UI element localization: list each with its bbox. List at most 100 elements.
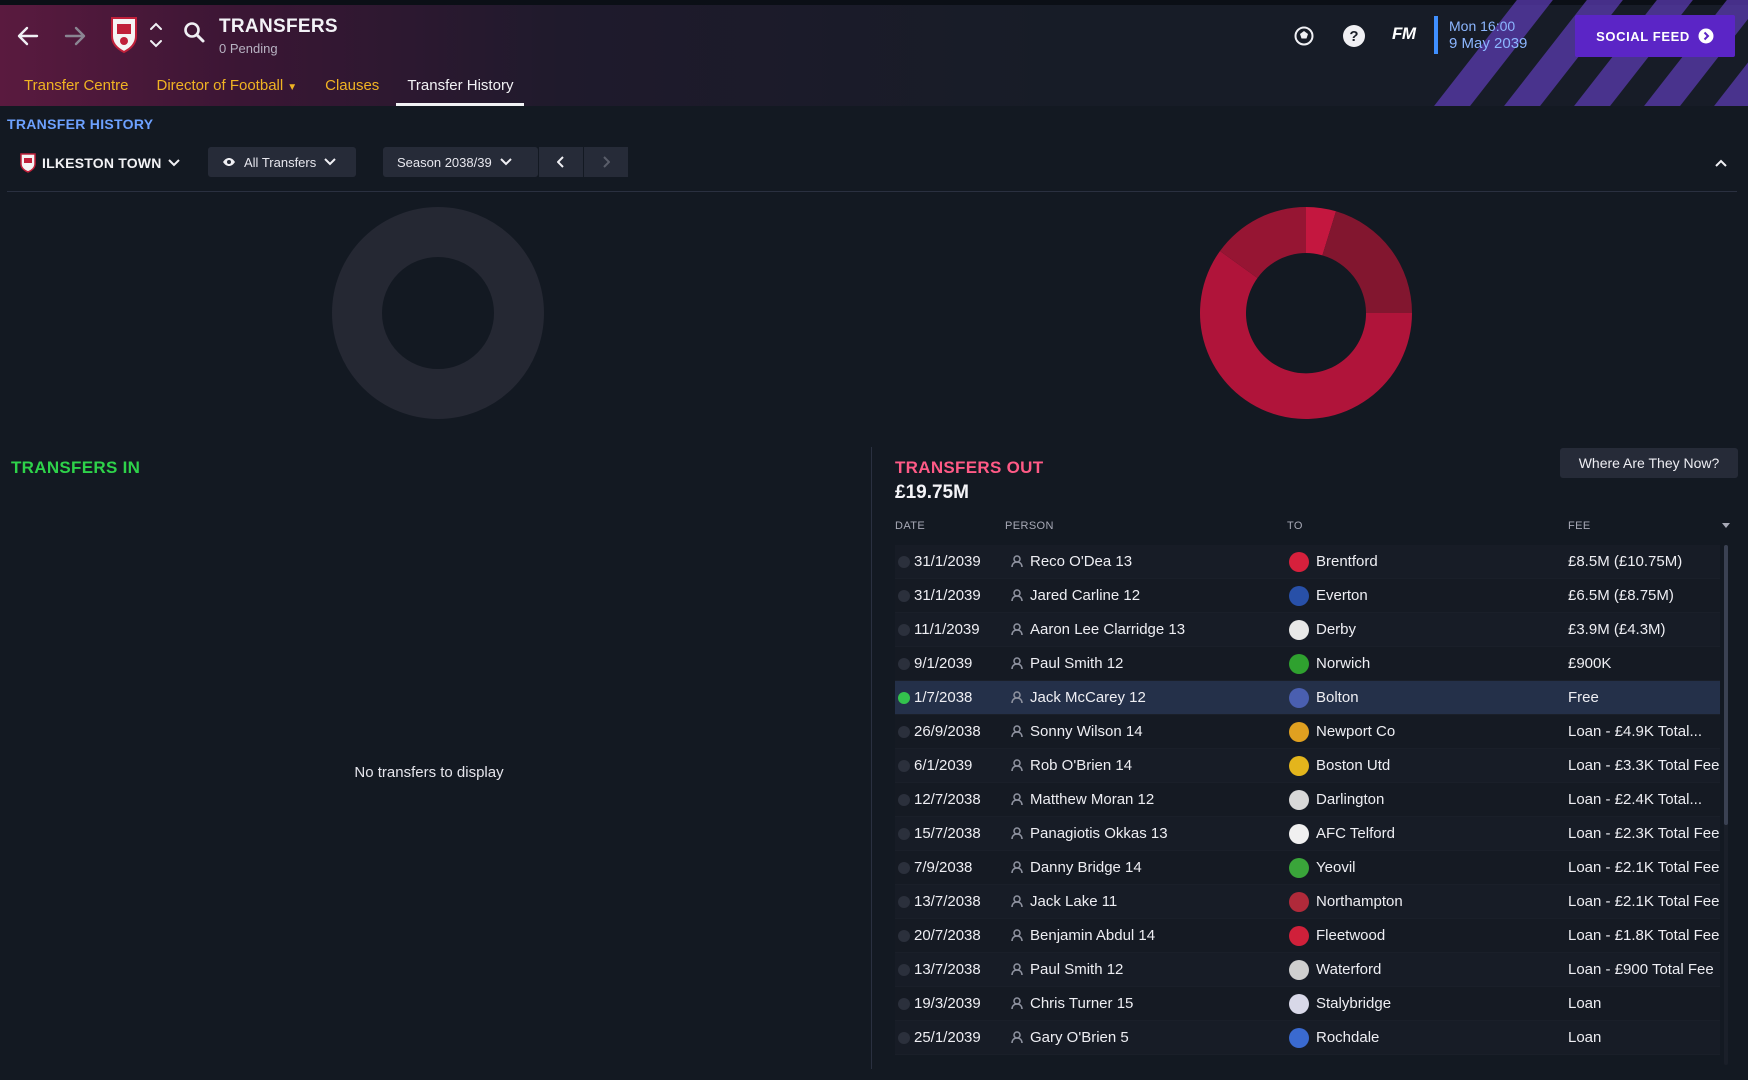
- cell-person[interactable]: Reco O'Dea 13: [1030, 553, 1133, 570]
- transfer-filter-dropdown[interactable]: All Transfers: [208, 147, 356, 177]
- scrollbar-thumb[interactable]: [1724, 545, 1728, 825]
- cell-person[interactable]: Panagiotis Okkas 13: [1030, 825, 1168, 842]
- search-button[interactable]: [182, 20, 212, 50]
- tab-director-of-football[interactable]: Director of Football ▼: [156, 74, 297, 106]
- donut-segment-brentford[interactable]: [1306, 206, 1336, 256]
- cell-club[interactable]: Stalybridge: [1316, 995, 1392, 1012]
- search-icon: [184, 22, 205, 43]
- transfers-out-title: TRANSFERS OUT: [895, 458, 1044, 477]
- cell-person[interactable]: Matthew Moran 12: [1030, 791, 1155, 808]
- season-dropdown[interactable]: Season 2038/39: [383, 147, 538, 177]
- cell-person[interactable]: Chris Turner 15: [1030, 995, 1134, 1012]
- table-row[interactable]: 12/7/2038 Matthew Moran 12 Darlington Loan …: [895, 783, 1720, 817]
- cell-person[interactable]: Gary O'Brien 5: [1030, 1029, 1129, 1046]
- club-switch-arrows[interactable]: [148, 20, 164, 50]
- cell-club[interactable]: AFC Telford: [1316, 825, 1395, 842]
- table-row[interactable]: 15/7/2038 Panagiotis Okkas 13 AFC Telford L…: [895, 817, 1720, 851]
- chevron-down-icon: [499, 158, 512, 166]
- table-row[interactable]: 19/3/2039 Chris Turner 15 Stalybridge Loan: [895, 987, 1720, 1021]
- cell-person[interactable]: Rob O'Brien 14: [1030, 757, 1133, 774]
- cell-club[interactable]: Fleetwood: [1316, 927, 1386, 944]
- cell-person[interactable]: Danny Bridge 14: [1030, 859, 1142, 876]
- filter-label: All Transfers: [244, 154, 317, 170]
- page-title: TRANSFERS: [219, 16, 338, 37]
- previous-season-button[interactable]: [539, 147, 583, 177]
- cell-person[interactable]: Jack McCarey 12: [1030, 689, 1146, 706]
- cell-club[interactable]: Everton: [1316, 587, 1368, 604]
- table-row[interactable]: 25/1/2039 Gary O'Brien 5 Rochdale Loan: [895, 1021, 1720, 1055]
- donut-segment-other[interactable]: [1200, 251, 1412, 419]
- table-bottom-fade: [895, 1062, 1720, 1080]
- checkmark-icon: [898, 930, 910, 942]
- column-header-fee[interactable]: FEE: [1568, 520, 1591, 532]
- cell-club[interactable]: Bolton: [1316, 689, 1359, 706]
- cell-person[interactable]: Sonny Wilson 14: [1030, 723, 1143, 740]
- checkmark-icon: [898, 794, 910, 806]
- cell-date: 20/7/2038: [914, 927, 981, 944]
- top-header: TRANSFERS 0 Pending Transfer Centre Dire…: [0, 0, 1748, 106]
- fm-logo[interactable]: FM: [1392, 24, 1416, 43]
- table-row[interactable]: 11/1/2039 Aaron Lee Clarridge 13 Derby £3.9…: [895, 613, 1720, 647]
- cell-person[interactable]: Paul Smith 12: [1030, 655, 1124, 672]
- cell-club[interactable]: Darlington: [1316, 791, 1385, 808]
- checkmark-icon: [898, 828, 910, 840]
- table-row[interactable]: 7/9/2038 Danny Bridge 14 Yeovil Loan - £2.1…: [895, 851, 1720, 885]
- table-row[interactable]: 13/7/2038 Jack Lake 11 Northampton Loan - £…: [895, 885, 1720, 919]
- cell-person[interactable]: Jared Carline 12: [1030, 587, 1141, 604]
- table-row[interactable]: 13/7/2038 Paul Smith 12 Waterford Loan - £9…: [895, 953, 1720, 987]
- cell-person[interactable]: Paul Smith 12: [1030, 961, 1124, 978]
- club-badge-icon: [1289, 654, 1309, 674]
- sort-caret-icon[interactable]: [1722, 523, 1730, 528]
- table-row[interactable]: 31/1/2039 Reco O'Dea 13 Brentford £8.5M (£1…: [895, 545, 1720, 579]
- tab-clauses[interactable]: Clauses: [325, 74, 379, 106]
- social-feed-button[interactable]: SOCIAL FEED: [1575, 15, 1735, 57]
- cell-club[interactable]: Rochdale: [1316, 1029, 1380, 1046]
- cell-club[interactable]: Norwich: [1316, 655, 1371, 672]
- club-badge-icon: [1289, 824, 1309, 844]
- cell-date: 19/3/2039: [914, 995, 981, 1012]
- tab-label: Transfer Centre: [24, 77, 129, 94]
- cell-club[interactable]: Derby: [1316, 621, 1357, 638]
- table-row[interactable]: 31/1/2039 Jared Carline 12 Everton £6.5M (£…: [895, 579, 1720, 613]
- checkmark-icon: [898, 726, 910, 738]
- club-selector[interactable]: ILKESTON TOWN: [20, 150, 180, 176]
- column-header-to[interactable]: TO: [1287, 520, 1303, 532]
- back-button[interactable]: [10, 18, 46, 54]
- table-row[interactable]: 1/7/2038 Jack McCarey 12 Bolton Free: [895, 681, 1720, 715]
- tab-transfer-history[interactable]: Transfer History: [396, 74, 525, 106]
- table-row[interactable]: 26/9/2038 Sonny Wilson 14 Newport Co Loan -…: [895, 715, 1720, 749]
- cell-person[interactable]: Aaron Lee Clarridge 13: [1030, 621, 1186, 638]
- tab-transfer-centre[interactable]: Transfer Centre: [24, 74, 128, 106]
- column-header-date[interactable]: DATE: [895, 520, 926, 532]
- next-season-button[interactable]: [584, 147, 628, 177]
- person-icon: [1011, 827, 1023, 840]
- collapse-button[interactable]: [1710, 152, 1732, 174]
- transfers-out-total: £19.75M: [895, 482, 969, 503]
- cell-club[interactable]: Waterford: [1316, 961, 1382, 978]
- forward-button[interactable]: [57, 18, 93, 54]
- cell-fee: Loan - £1.8K Total Fee: [1568, 927, 1720, 944]
- game-time: Mon 16:00: [1449, 18, 1516, 34]
- table-row[interactable]: 6/1/2039 Rob O'Brien 14 Boston Utd Loan - £…: [895, 749, 1720, 783]
- help-button[interactable]: ?: [1340, 22, 1368, 50]
- donut-segment-derby[interactable]: [1220, 207, 1306, 278]
- where-are-they-now-button[interactable]: Where Are They Now?: [1560, 448, 1738, 478]
- cell-club[interactable]: Brentford: [1316, 553, 1378, 570]
- person-icon: [1011, 793, 1023, 806]
- cell-person[interactable]: Jack Lake 11: [1030, 893, 1118, 910]
- club-crest-icon[interactable]: [108, 14, 140, 54]
- donut-segment-everton[interactable]: [1322, 211, 1412, 313]
- cell-club[interactable]: Boston Utd: [1316, 757, 1391, 774]
- club-badge-icon: [1289, 722, 1309, 742]
- column-header-person[interactable]: PERSON: [1005, 520, 1054, 532]
- person-icon: [1011, 759, 1023, 772]
- globe-ball-button[interactable]: [1290, 22, 1318, 50]
- cell-club[interactable]: Newport Co: [1316, 723, 1396, 740]
- table-row[interactable]: 9/1/2039 Paul Smith 12 Norwich £900K: [895, 647, 1720, 681]
- game-date[interactable]: 9 May 2039: [1449, 35, 1528, 52]
- cell-club[interactable]: Northampton: [1316, 893, 1403, 910]
- table-row[interactable]: 20/7/2038 Benjamin Abdul 14 Fleetwood Loan …: [895, 919, 1720, 953]
- cell-club[interactable]: Yeovil: [1316, 859, 1356, 876]
- cell-person[interactable]: Benjamin Abdul 14: [1030, 927, 1156, 944]
- cell-date: 25/1/2039: [914, 1029, 981, 1046]
